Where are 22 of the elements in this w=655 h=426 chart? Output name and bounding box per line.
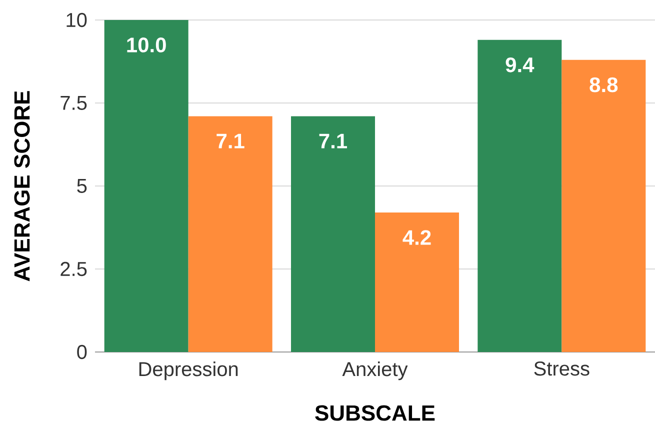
y-axis-title: AVERAGE SCORE: [14, 91, 30, 282]
data-label: 7.1: [216, 134, 244, 148]
data-label: 8.8: [590, 77, 618, 92]
data-label: 4.2: [402, 230, 431, 245]
x-tick-label: Depression: [139, 362, 238, 380]
data-label: 7.1: [319, 134, 348, 148]
bar: [291, 116, 375, 352]
bar: [562, 60, 646, 352]
data-label: 9.4: [506, 57, 534, 72]
bar: [478, 40, 562, 352]
y-tick-label: 7.5: [60, 96, 87, 110]
bar: [104, 20, 188, 352]
y-tick-label: 0: [77, 344, 87, 360]
y-tick-label: 2.5: [60, 262, 87, 276]
data-label: 10.0: [127, 38, 166, 52]
y-tick-label: 5: [77, 179, 87, 193]
bar: [375, 212, 459, 352]
x-tick-label: Anxiety: [342, 362, 408, 380]
x-axis-title: SUBSCALE: [315, 405, 435, 421]
bar: [188, 116, 272, 352]
y-tick-label: 10: [66, 12, 87, 28]
x-tick-label: Stress: [534, 362, 590, 376]
